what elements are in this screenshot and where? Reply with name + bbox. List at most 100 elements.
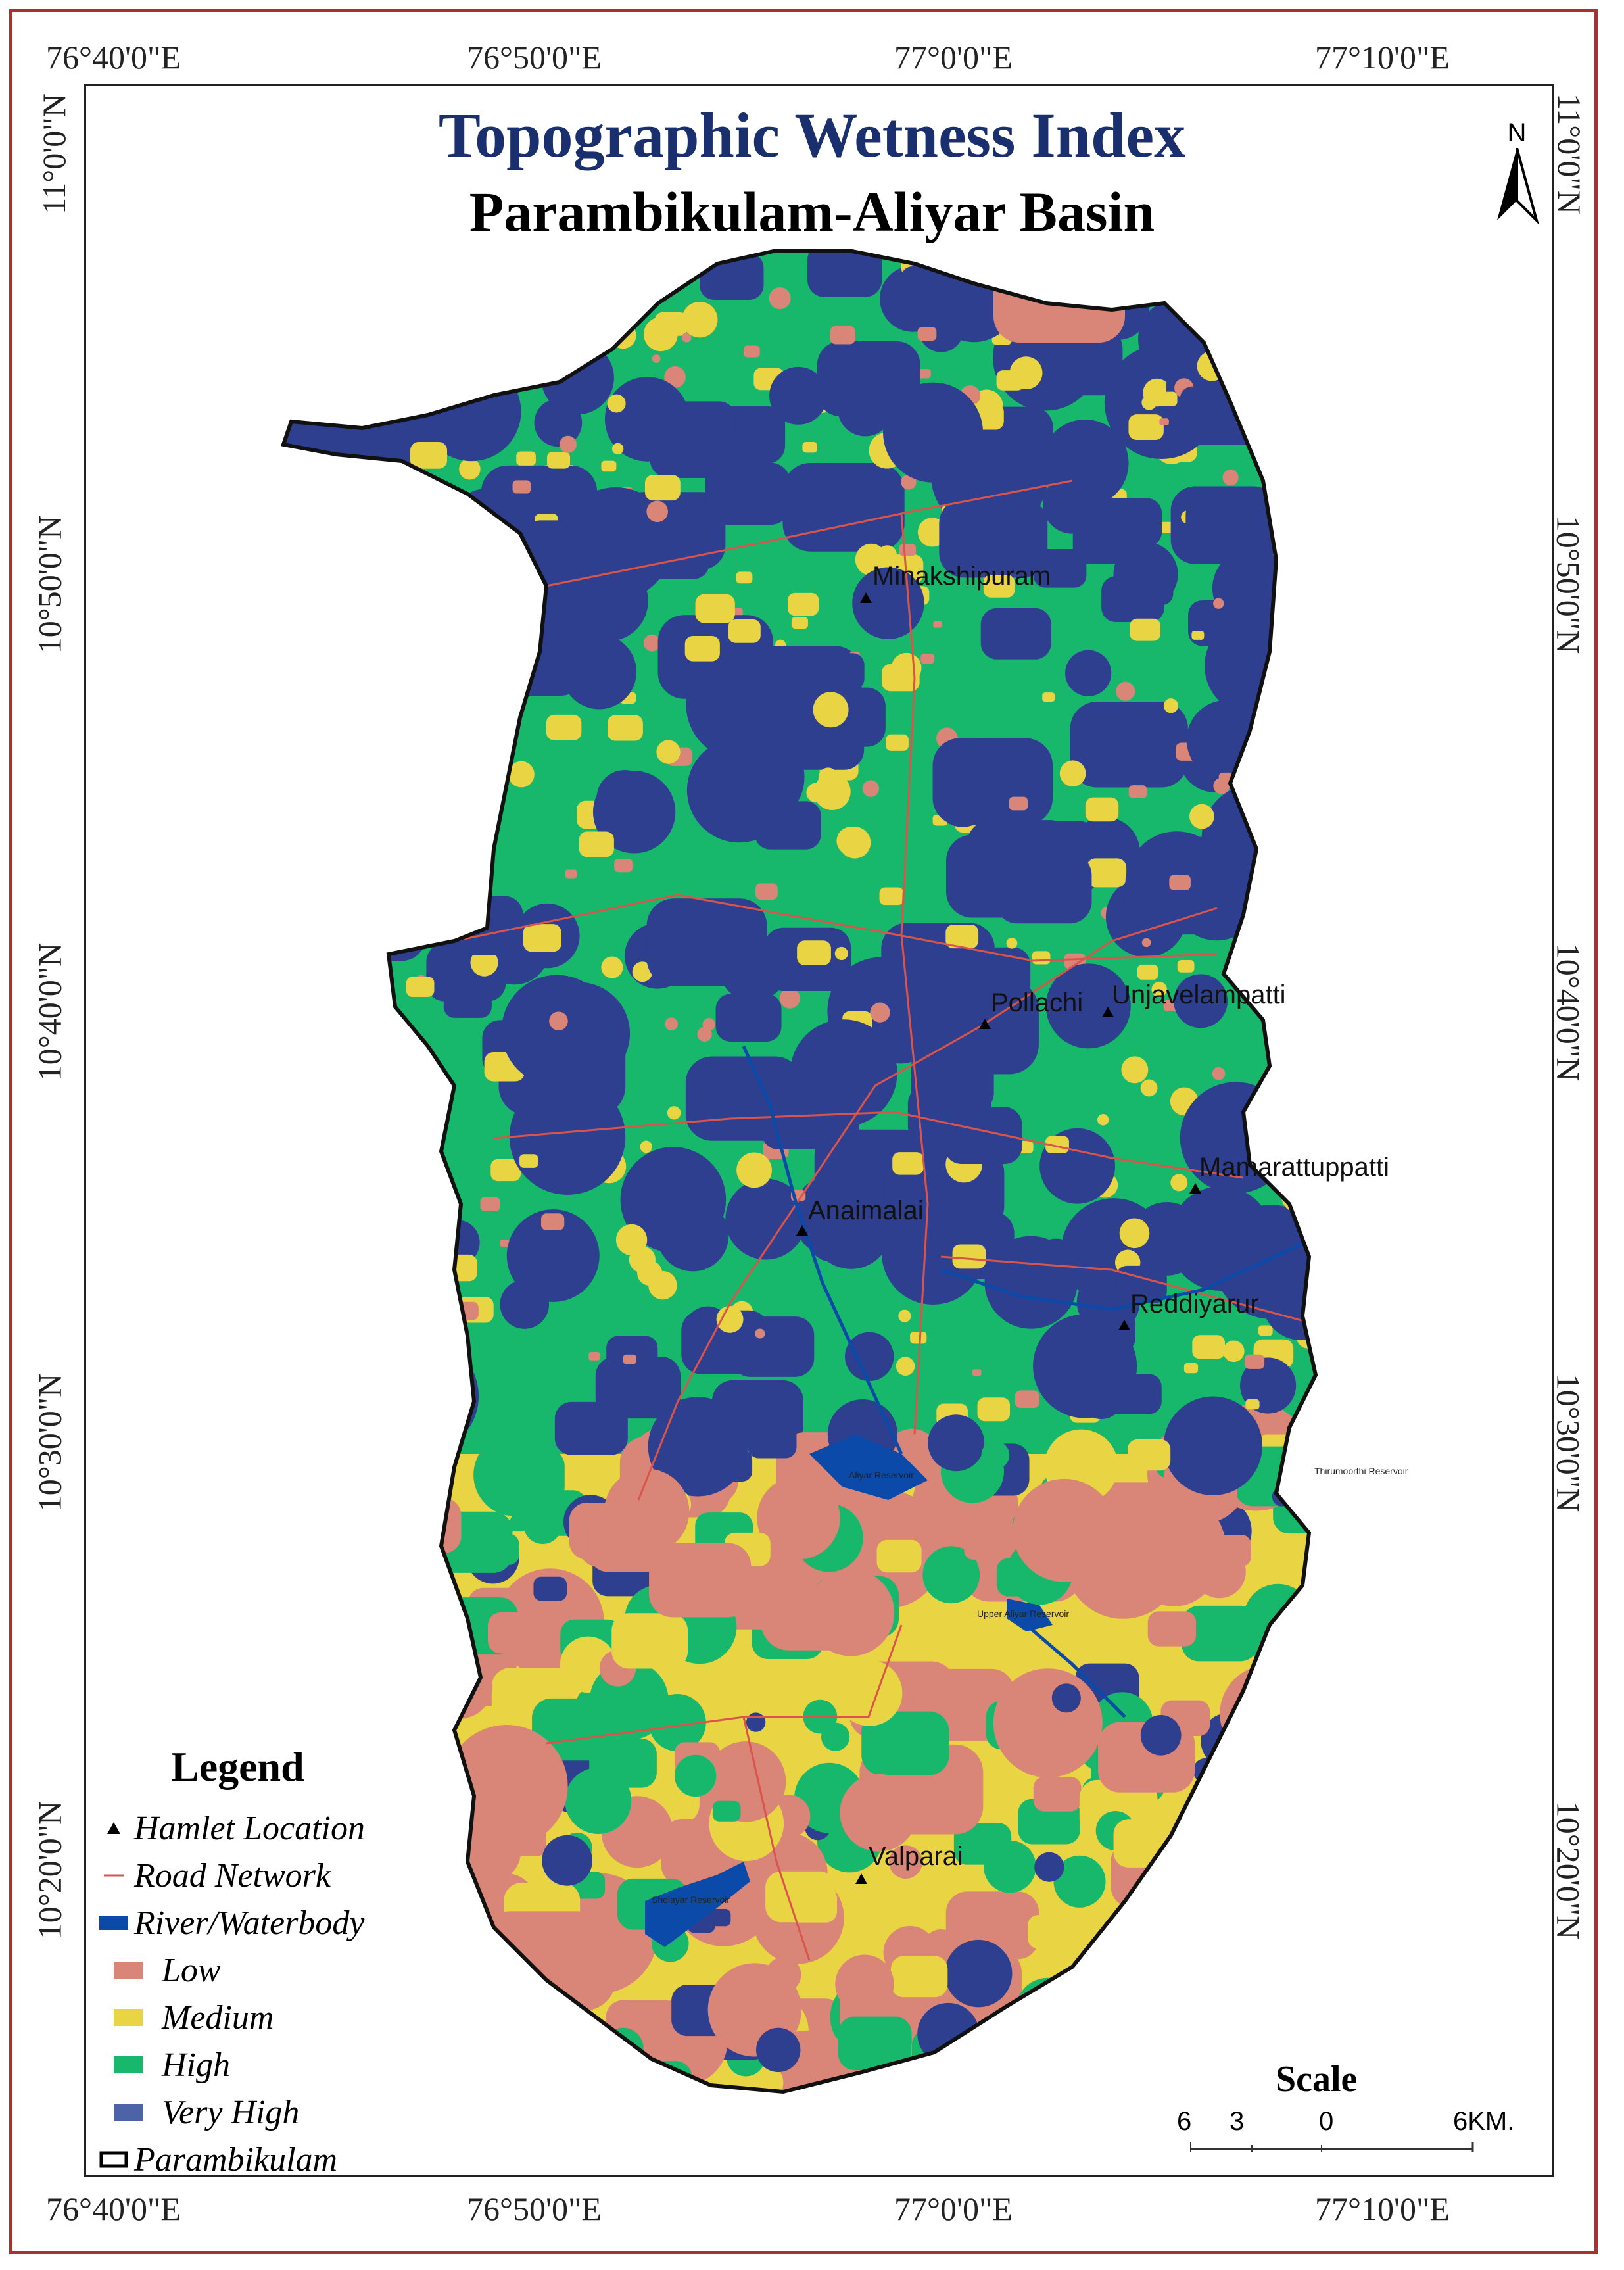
twi-patch <box>1285 943 1298 957</box>
coord-left-5: 10°20'0"N <box>31 1800 68 1940</box>
twi-patch <box>1303 1432 1316 1456</box>
twi-patch <box>855 543 888 576</box>
coord-top-4: 77°10'0"E <box>1315 39 1450 76</box>
twi-patch <box>1243 1757 1280 1795</box>
twi-patch <box>1033 1776 1082 1812</box>
swatch-very-high-icon <box>112 2102 145 2123</box>
twi-patch <box>943 1107 1022 1165</box>
place-anaimalai[interactable]: Anaimalai <box>808 1196 924 1225</box>
scale-tick-4: 6KM. <box>1453 2107 1515 2136</box>
twi-patch <box>1244 1354 1265 1369</box>
twi-patch <box>748 1422 797 1459</box>
river-segment <box>742 1045 903 1455</box>
twi-patch <box>559 435 577 453</box>
twi-patch <box>1245 1399 1260 1410</box>
twi-patch <box>283 709 372 797</box>
twi-patch <box>345 842 439 910</box>
twi-patch <box>836 827 865 856</box>
twi-patch <box>283 1192 321 1261</box>
hamlet-marker-unjavelampatti <box>1102 1007 1114 1017</box>
twi-patch <box>549 1011 568 1031</box>
legend-item-hamlet: Hamlet Location <box>97 1808 365 1848</box>
twi-patch <box>1113 1819 1180 1868</box>
twi-patch <box>410 1639 465 1678</box>
twi-patch <box>1283 576 1316 674</box>
twi-patch <box>425 1652 493 1719</box>
map-frame <box>9 9 1598 2254</box>
twi-patch <box>665 1017 679 1031</box>
boundary-icon <box>97 2149 130 2170</box>
twi-patch <box>322 1436 373 1486</box>
twi-patch <box>377 659 410 682</box>
twi-patch <box>1254 1833 1279 1852</box>
twi-map[interactable] <box>86 86 1552 2175</box>
twi-patch <box>468 299 492 317</box>
coord-top-1: 76°40'0"E <box>46 39 181 76</box>
twi-patch <box>327 1457 393 1505</box>
map-title: Topographic Wetness Index <box>438 100 1186 170</box>
twi-patch <box>681 332 692 343</box>
map-canvas[interactable]: Minakshipuram Pollachi Unjavelampatti Ma… <box>84 84 1554 2177</box>
twi-patch <box>283 1604 310 1640</box>
twi-patch <box>373 1209 425 1261</box>
twi-patch <box>1309 252 1316 268</box>
twi-patch <box>755 1328 765 1339</box>
twi-patch <box>838 2016 912 2071</box>
place-valparai[interactable]: Valparai <box>869 1842 963 1871</box>
place-mamarattuppatti[interactable]: Mamarattuppatti <box>1199 1153 1390 1182</box>
scale-title: Scale <box>1276 2059 1358 2100</box>
twi-patch <box>1059 760 1086 787</box>
twi-patch <box>1291 1630 1316 1666</box>
twi-patch <box>892 1152 924 1175</box>
twi-patch <box>1151 981 1167 998</box>
road-segment <box>546 479 1073 587</box>
twi-patch <box>1193 1545 1246 1599</box>
legend-label-hamlet: Hamlet Location <box>134 1809 365 1847</box>
twi-patch <box>490 1159 521 1182</box>
place-unjavelampatti[interactable]: Unjavelampatti <box>1112 980 1286 1009</box>
twi-patch <box>1141 395 1157 410</box>
twi-patch <box>1261 853 1316 894</box>
twi-patch <box>422 1349 442 1369</box>
twi-patch <box>596 770 653 827</box>
twi-patch <box>513 2021 594 2092</box>
twi-patch <box>331 817 351 836</box>
twi-patch <box>1297 1708 1316 1747</box>
twi-patch <box>283 1133 293 1143</box>
twi-patch <box>933 621 942 628</box>
twi-patch <box>1042 692 1055 702</box>
twi-patch <box>458 2028 559 2092</box>
place-reddiyarur[interactable]: Reddiyarur <box>1130 1290 1259 1318</box>
scale-bar: Scale 6 3 0 6KM. <box>1164 2058 1514 2163</box>
place-minakshipuram[interactable]: Minakshipuram <box>872 562 1051 591</box>
road-network <box>454 479 1310 1961</box>
twi-patch <box>394 1120 407 1130</box>
twi-patch <box>561 634 637 710</box>
twi-patch <box>807 251 882 297</box>
coord-left-2: 10°50'0"N <box>31 515 68 654</box>
twi-patch <box>1223 1340 1245 1363</box>
twi-patch <box>662 263 677 274</box>
legend-item-low: Low <box>97 1950 221 1990</box>
twi-patch <box>1205 616 1304 716</box>
twi-patch <box>788 592 819 616</box>
twi-patch <box>1294 1687 1316 1739</box>
water-icon <box>97 1912 130 1933</box>
twi-patch <box>1272 442 1289 455</box>
twi-patch <box>473 1433 556 1516</box>
twi-patch <box>1191 1939 1218 1967</box>
twi-patch <box>615 1224 648 1256</box>
twi-patch <box>917 369 931 379</box>
twi-patch <box>1304 1230 1316 1244</box>
twi-patch <box>791 616 808 629</box>
twi-patch <box>1169 875 1191 890</box>
twi-patch <box>306 1026 356 1063</box>
twi-patch <box>1240 379 1278 407</box>
twi-patch <box>655 312 688 336</box>
upper-aliyar-reservoir <box>1007 1599 1053 1631</box>
twi-patch <box>540 341 614 415</box>
place-pollachi[interactable]: Pollachi <box>991 988 1084 1017</box>
twi-patch <box>879 887 904 906</box>
twi-patch <box>437 585 475 614</box>
twi-patch <box>911 1051 994 1112</box>
